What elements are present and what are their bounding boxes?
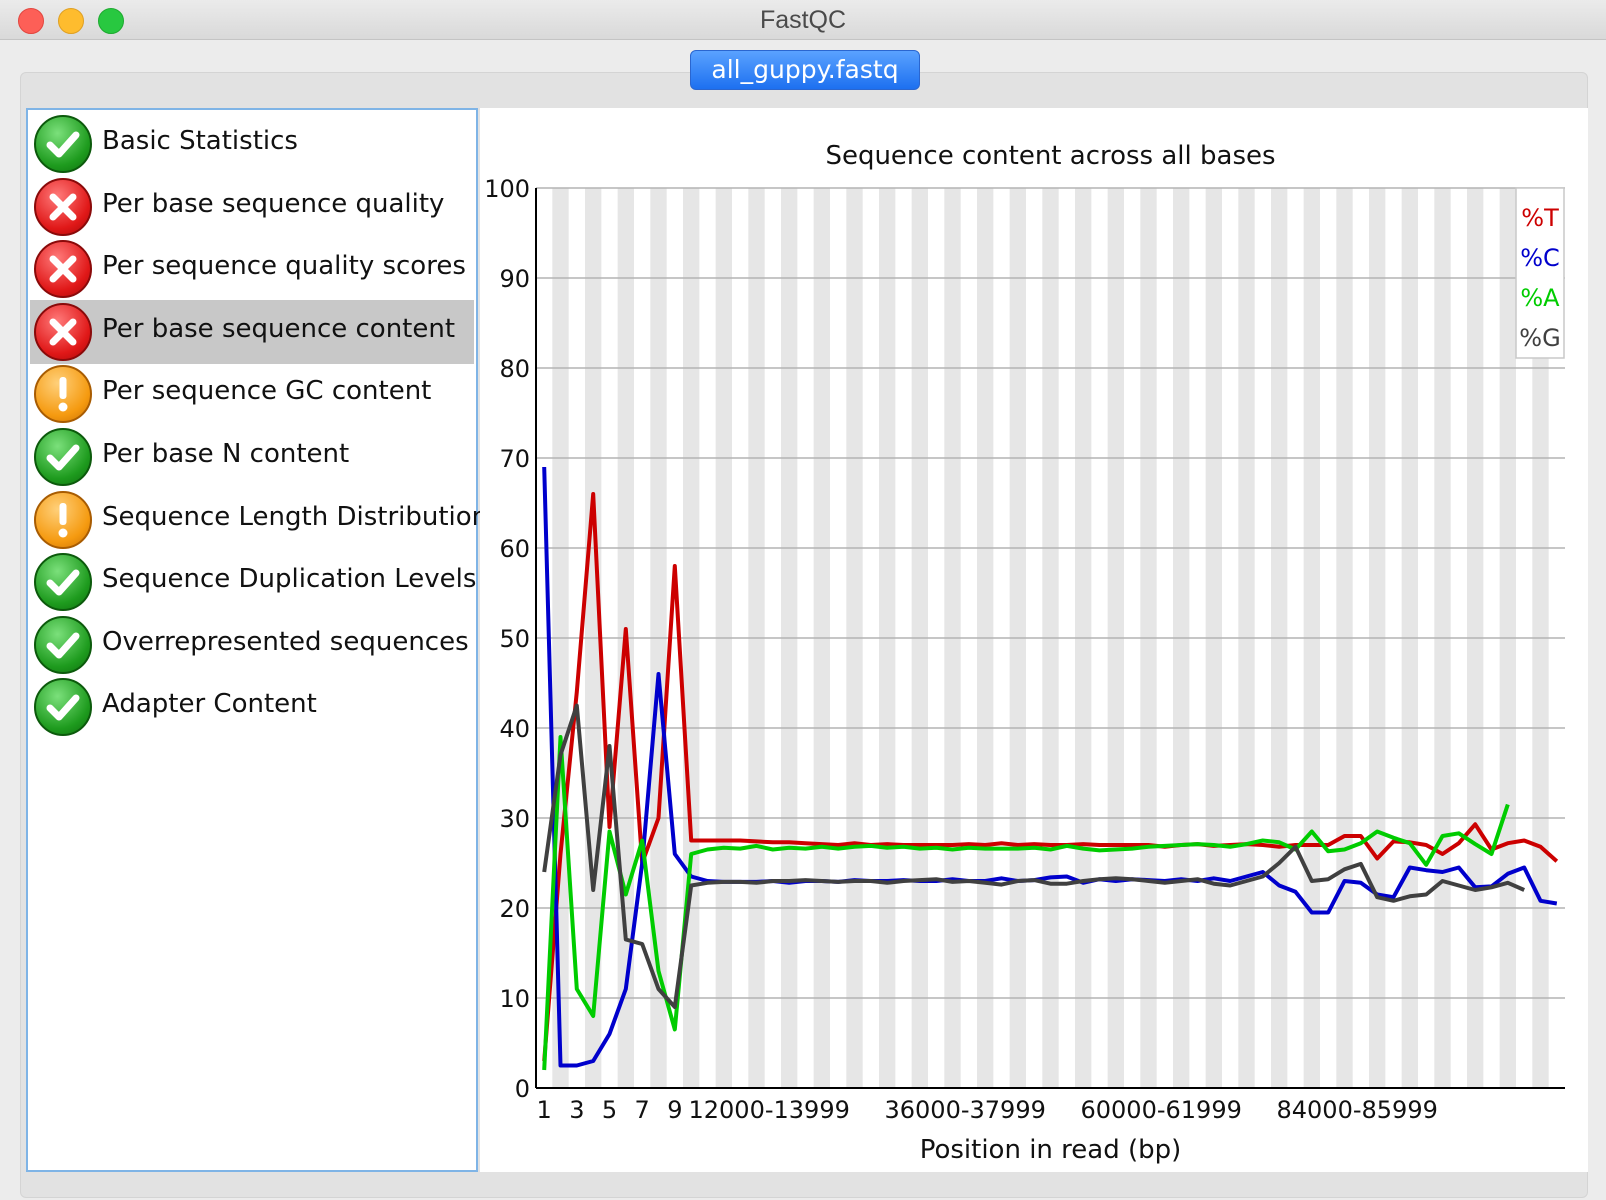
x-tick-label: 12000-13999	[689, 1096, 850, 1124]
y-tick-label: 80	[499, 355, 530, 383]
chart-title: Sequence content across all bases	[825, 141, 1275, 171]
module-label: Adapter Content	[102, 689, 317, 720]
x-tick-label: 7	[635, 1096, 650, 1124]
y-tick-label: 40	[499, 715, 530, 743]
y-tick-label: 20	[499, 895, 530, 923]
x-tick-label: 60000-61999	[1081, 1096, 1242, 1124]
series-line-2	[542, 735, 1510, 1071]
y-tick-label: 0	[515, 1075, 530, 1103]
module-label: Per base sequence quality	[102, 188, 445, 219]
x-tick-label: 9	[667, 1096, 682, 1124]
x-tick-label: 5	[602, 1096, 617, 1124]
close-window-button[interactable]	[18, 8, 44, 34]
module-item[interactable]: Overrepresented sequences	[30, 613, 474, 677]
check-icon	[34, 115, 92, 173]
module-label: Per sequence quality scores	[102, 251, 466, 282]
x-tick-label: 84000-85999	[1277, 1096, 1438, 1124]
module-item[interactable]: Per base N content	[30, 425, 474, 489]
module-item[interactable]: Basic Statistics	[30, 112, 474, 176]
check-icon	[34, 428, 92, 486]
module-label: Per sequence GC content	[102, 376, 432, 407]
legend-entry: %G	[1519, 324, 1560, 352]
x-tick-label: 36000-37999	[885, 1096, 1046, 1124]
module-item[interactable]: Per base sequence content	[30, 299, 474, 364]
series-line-0	[542, 492, 1559, 1062]
x-tick-label: 3	[569, 1096, 584, 1124]
check-icon	[34, 678, 92, 737]
legend-entry: %C	[1520, 244, 1560, 272]
x-tick-label: 1	[537, 1096, 552, 1124]
y-tick-label: 10	[499, 985, 530, 1013]
module-label: Overrepresented sequences	[102, 626, 469, 657]
legend-entry: %A	[1520, 284, 1560, 312]
y-tick-label: 60	[499, 535, 530, 563]
module-list: Basic Statistics Per base sequence qualit…	[26, 108, 488, 1172]
cross-icon	[34, 240, 92, 299]
y-tick-label: 70	[499, 445, 530, 473]
module-item[interactable]: Adapter Content	[30, 675, 474, 739]
module-label: Per base N content	[102, 439, 350, 469]
module-label: Per base sequence content	[102, 313, 456, 344]
window-title: FastQC	[759, 6, 847, 34]
x-axis-label: Position in read (bp)	[920, 1135, 1182, 1165]
chart-panel: 0 10 20 30 40 50 60 70 80 90 100 1 3 5 7 9 12000-13999 36…	[480, 108, 1588, 1172]
check-icon	[34, 553, 92, 612]
legend-box	[1515, 187, 1565, 359]
check-icon	[34, 615, 92, 674]
exclamation-icon	[34, 490, 92, 549]
y-tick-label: 100	[484, 175, 530, 203]
title-bar: FastQC	[0, 0, 1606, 40]
legend-entry: %T	[1521, 204, 1559, 232]
exclamation-icon	[34, 365, 92, 424]
module-label: Sequence Length Distribution	[102, 501, 489, 532]
module-item[interactable]: Sequence Length Distribution	[30, 488, 488, 552]
module-item[interactable]: Sequence Duplication Levels	[30, 550, 477, 614]
y-tick-label: 50	[499, 625, 530, 653]
series-line-3	[542, 703, 1526, 1009]
sequence-content-chart: 0 10 20 30 40 50 60 70 80 90 100 1 3 5 7 9 12000-13999 36…	[484, 141, 1565, 1165]
cross-icon	[34, 302, 92, 361]
y-tick-label: 90	[499, 265, 530, 293]
cross-icon	[34, 177, 92, 236]
module-item[interactable]: Per base sequence quality	[30, 175, 474, 239]
maximize-window-button[interactable]	[98, 8, 124, 34]
module-label: Basic Statistics	[102, 126, 298, 156]
minimize-window-button[interactable]	[58, 8, 84, 34]
module-item[interactable]: Per sequence quality scores	[30, 237, 474, 301]
module-item[interactable]: Per sequence GC content	[30, 362, 474, 426]
file-tab[interactable]: all_guppy.fastq	[690, 50, 920, 90]
module-label: Sequence Duplication Levels	[102, 564, 477, 595]
y-tick-label: 30	[499, 805, 530, 833]
